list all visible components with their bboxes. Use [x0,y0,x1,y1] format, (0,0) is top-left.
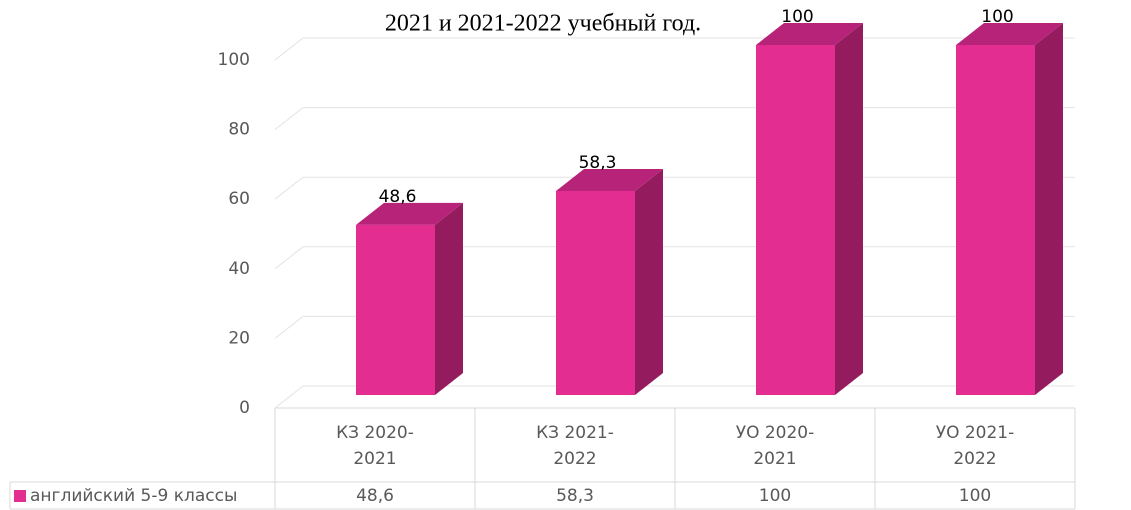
bar-side [435,202,463,395]
bar [556,190,635,395]
bar-side [635,168,663,395]
x-tick-label-text: УО 2020-2021 [735,423,815,469]
value-label: 58,3 [579,153,617,173]
y-tick-label: 0 [239,398,250,418]
value-label: 100 [781,7,813,27]
bar-side [835,23,863,395]
bar-top [556,168,663,191]
y-tick-label: 100 [218,50,250,70]
value-label: 100 [981,7,1013,27]
legend-swatch [14,489,26,502]
table-value: 58,3 [475,482,675,509]
bar-top [756,23,863,45]
bar-top [356,202,463,225]
grid-line [274,37,1075,61]
x-tick-label: УО 2021-2022 [875,412,1075,480]
table-value-text: 58,3 [556,485,594,506]
bar-side [1035,23,1063,395]
x-tick-label-text: УО 2021-2022 [935,423,1015,469]
legend-entry: английский 5-9 классы [14,482,274,509]
bar [356,224,435,395]
x-tick-label: КЗ 2021-2022 [475,412,675,480]
bar [956,45,1035,395]
value-label: 48,6 [379,187,417,207]
x-tick-label-text: КЗ 2020-2021 [336,423,414,469]
table-value: 48,6 [275,482,475,509]
x-tick-label: КЗ 2020-2021 [275,412,475,480]
legend-entry-text: английский 5-9 классы [30,485,238,506]
x-tick-label: УО 2020-2021 [675,412,875,480]
table-value-text: 100 [758,485,792,506]
grid-line [274,107,1075,130]
y-tick-label: 80 [228,120,250,140]
table-value-text: 48,6 [356,485,394,506]
bar [756,45,835,395]
x-tick-label-text: КЗ 2021-2022 [536,423,614,469]
y-tick-label: 20 [228,328,250,348]
table-value: 100 [875,482,1075,509]
bar-top [956,23,1063,45]
chart-title: 2021 и 2021-2022 учебный год. [385,11,701,37]
y-tick-label: 60 [228,189,250,209]
table-value-text: 100 [958,485,992,506]
table-value: 100 [675,482,875,509]
y-tick-label: 40 [228,259,250,279]
